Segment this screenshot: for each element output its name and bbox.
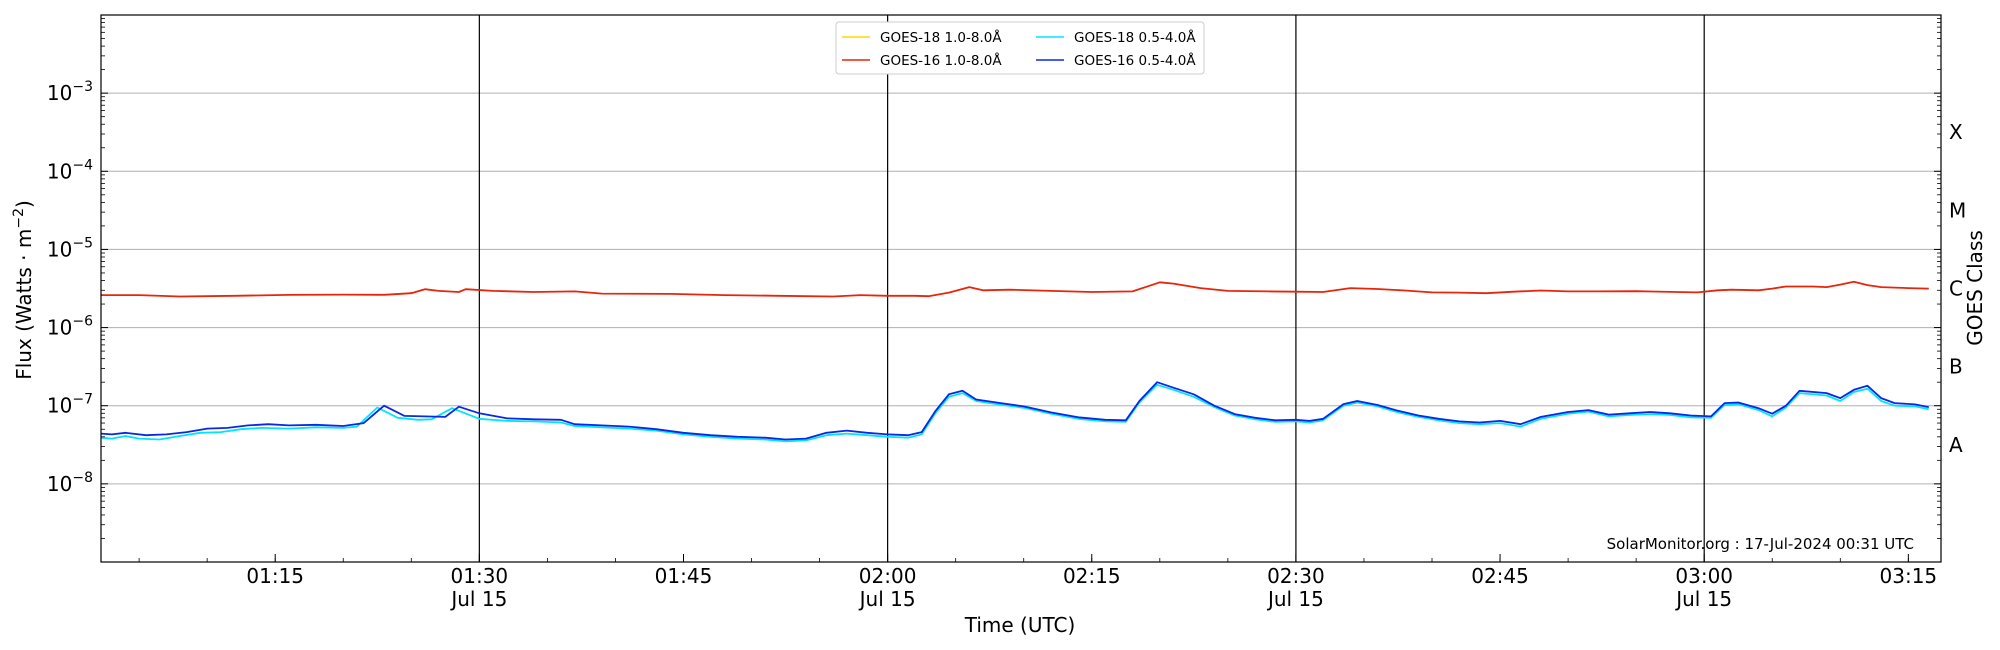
y-tick-label: 10−3: [47, 79, 93, 105]
goes-class-b: B: [1949, 355, 1963, 379]
y-tick-exponent: −4: [72, 157, 93, 173]
vertical-time-markers: [478, 15, 1705, 562]
x-axis-label: Time (UTC): [964, 613, 1076, 637]
y-tick-base: 10: [47, 472, 72, 496]
goes-class-c: C: [1949, 277, 1963, 301]
y-tick-label: 10−6: [47, 314, 93, 340]
series-line-1: [101, 280, 1929, 298]
y-tick-label: 10−5: [47, 235, 93, 261]
x-tick-date-label: Jul 15: [1674, 587, 1732, 611]
y-tick-base: 10: [47, 81, 72, 105]
series-line-2: [100, 383, 1929, 443]
y-tick-exponent: −5: [72, 235, 93, 251]
x-tick-label: 01:15: [246, 564, 304, 588]
x-tick-label: 02:45: [1471, 564, 1529, 588]
x-tick-label: 02:30: [1267, 564, 1325, 588]
legend-label-goes18-long: GOES-18 1.0-8.0Å: [880, 29, 1002, 46]
series-layer: [100, 280, 1929, 443]
legend-label-goes16-long: GOES-16 1.0-8.0Å: [880, 52, 1002, 69]
legend: GOES-18 1.0-8.0Å GOES-16 1.0-8.0Å GOES-1…: [835, 21, 1205, 75]
y-tick-label: 10−4: [47, 157, 93, 183]
y-tick-exponent: −7: [72, 392, 93, 408]
y-tick-base: 10: [47, 237, 72, 261]
credit-label: SolarMonitor.org : 17-Jul-2024 00:31 UTC: [1607, 535, 1914, 553]
y-tick-base: 10: [47, 159, 72, 183]
y-tick-label: 10−7: [47, 392, 93, 418]
x-tick-label: 02:00: [859, 564, 917, 588]
x-tick-date-label: Jul 15: [858, 587, 916, 611]
y-tick-label: 10−8: [47, 470, 93, 496]
grid-layer: [101, 92, 1941, 485]
goes-class-m: M: [1949, 198, 1966, 222]
x-tick-label: 03:15: [1880, 564, 1938, 588]
y-tick-exponent: −6: [72, 314, 93, 330]
x-tick-date-label: Jul 15: [449, 587, 507, 611]
y-tick-base: 10: [47, 316, 72, 340]
goes-class-labels: A B C M X: [1949, 120, 1966, 457]
x-tick-label: 02:15: [1063, 564, 1121, 588]
goes-class-a: A: [1949, 433, 1963, 457]
goes-class-axis-label: GOES Class: [1963, 230, 1987, 346]
goes-class-x: X: [1949, 120, 1963, 144]
legend-box: [835, 21, 1205, 75]
legend-label-goes16-short: GOES-16 0.5-4.0Å: [1074, 52, 1196, 69]
x-tick-label: 03:00: [1675, 564, 1733, 588]
series-line-3: [100, 381, 1929, 441]
y-axis-label: Flux (Watts · m−2): [11, 200, 36, 380]
x-tick-date-label: Jul 15: [1266, 587, 1324, 611]
x-tick-label: 01:30: [451, 564, 509, 588]
y-tick-base: 10: [47, 394, 72, 418]
y-tick-exponent: −8: [72, 470, 93, 486]
x-tick-label: 01:45: [655, 564, 713, 588]
legend-label-goes18-short: GOES-18 0.5-4.0Å: [1074, 29, 1196, 46]
plot-frame: [100, 14, 1942, 563]
y-tick-exponent: −3: [72, 79, 93, 95]
y-tick-labels: 10−810−710−610−510−410−3: [47, 18, 1941, 539]
